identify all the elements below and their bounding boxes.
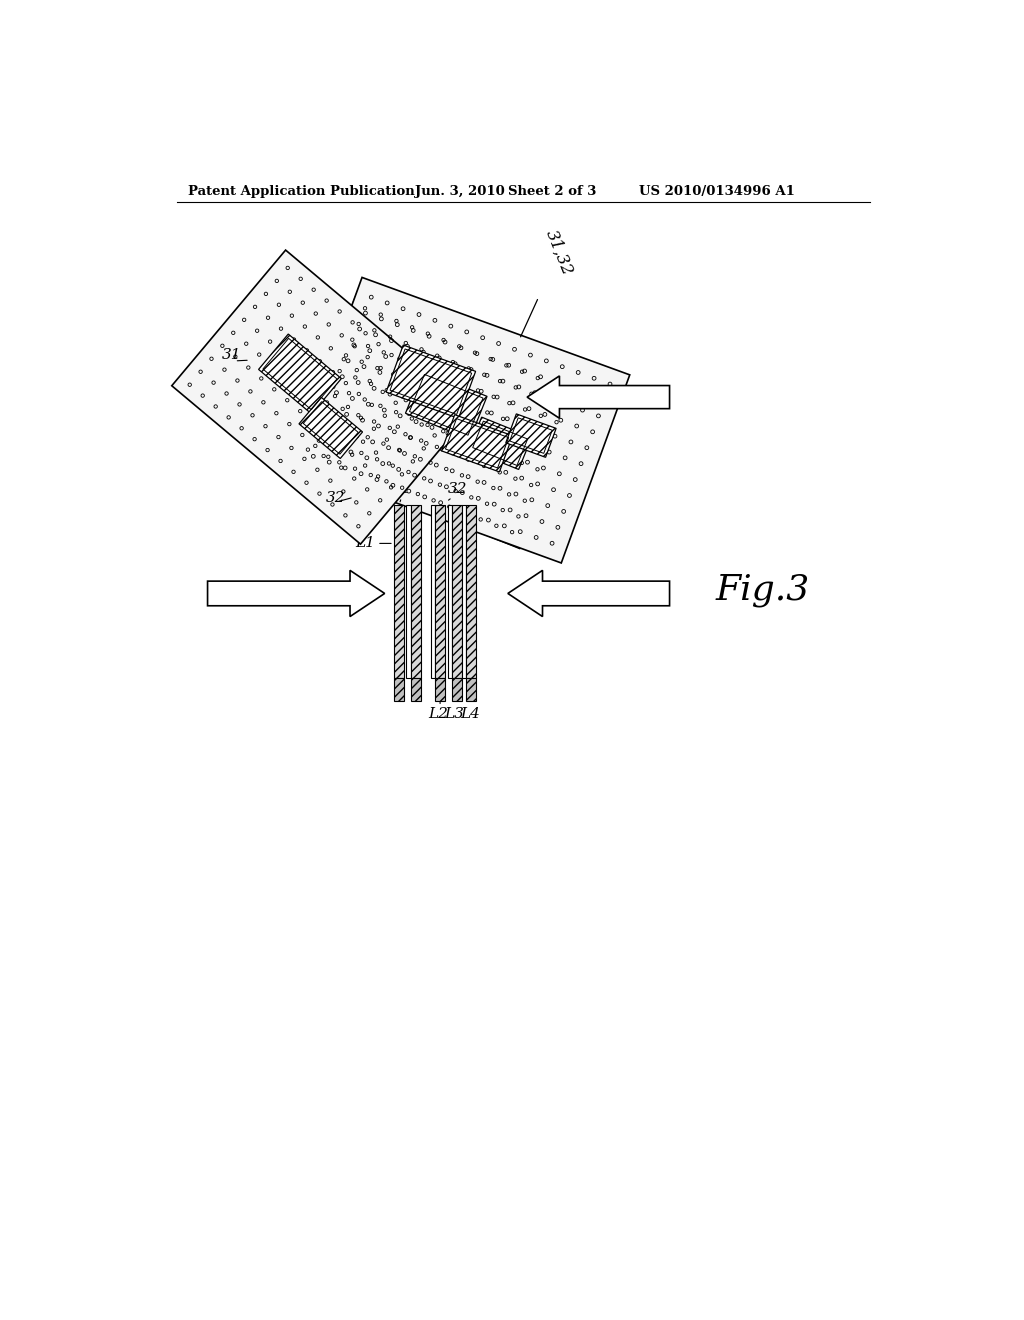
Polygon shape [386,345,475,418]
Bar [462,506,466,678]
Text: US 2010/0134996 A1: US 2010/0134996 A1 [639,185,795,198]
Text: Sheet 2 of 3: Sheet 2 of 3 [508,185,596,198]
Text: Fig.3: Fig.3 [716,573,810,607]
Bar [394,506,403,678]
Text: L4: L4 [460,708,480,722]
Text: L3: L3 [444,708,464,722]
FancyArrow shape [508,570,670,616]
Bar [466,678,475,701]
Bar [452,678,462,701]
Bar [466,506,475,678]
Polygon shape [406,371,487,440]
Text: L1: L1 [355,536,376,550]
Polygon shape [291,292,586,548]
Text: 32: 32 [326,491,345,506]
Polygon shape [299,397,362,458]
Bar [452,506,462,678]
Bar [394,678,403,701]
Bar [411,506,421,678]
Bar [411,678,421,701]
FancyArrow shape [208,570,385,616]
Polygon shape [259,334,341,414]
Polygon shape [172,249,474,544]
Bar [447,506,452,678]
Bar [407,506,411,678]
Text: L2: L2 [428,708,447,722]
Polygon shape [441,414,513,473]
Text: 31,32: 31,32 [543,227,577,277]
Text: 31: 31 [392,482,412,496]
Bar [431,506,435,678]
Bar [435,678,445,701]
Text: Patent Application Publication: Patent Application Publication [188,185,415,198]
Text: 32: 32 [449,482,468,496]
Text: Jun. 3, 2010: Jun. 3, 2010 [416,185,505,198]
FancyArrow shape [527,376,670,418]
Text: 31: 31 [221,348,241,363]
Bar [435,506,445,678]
Polygon shape [506,414,556,457]
Polygon shape [469,417,531,470]
Polygon shape [294,277,630,564]
